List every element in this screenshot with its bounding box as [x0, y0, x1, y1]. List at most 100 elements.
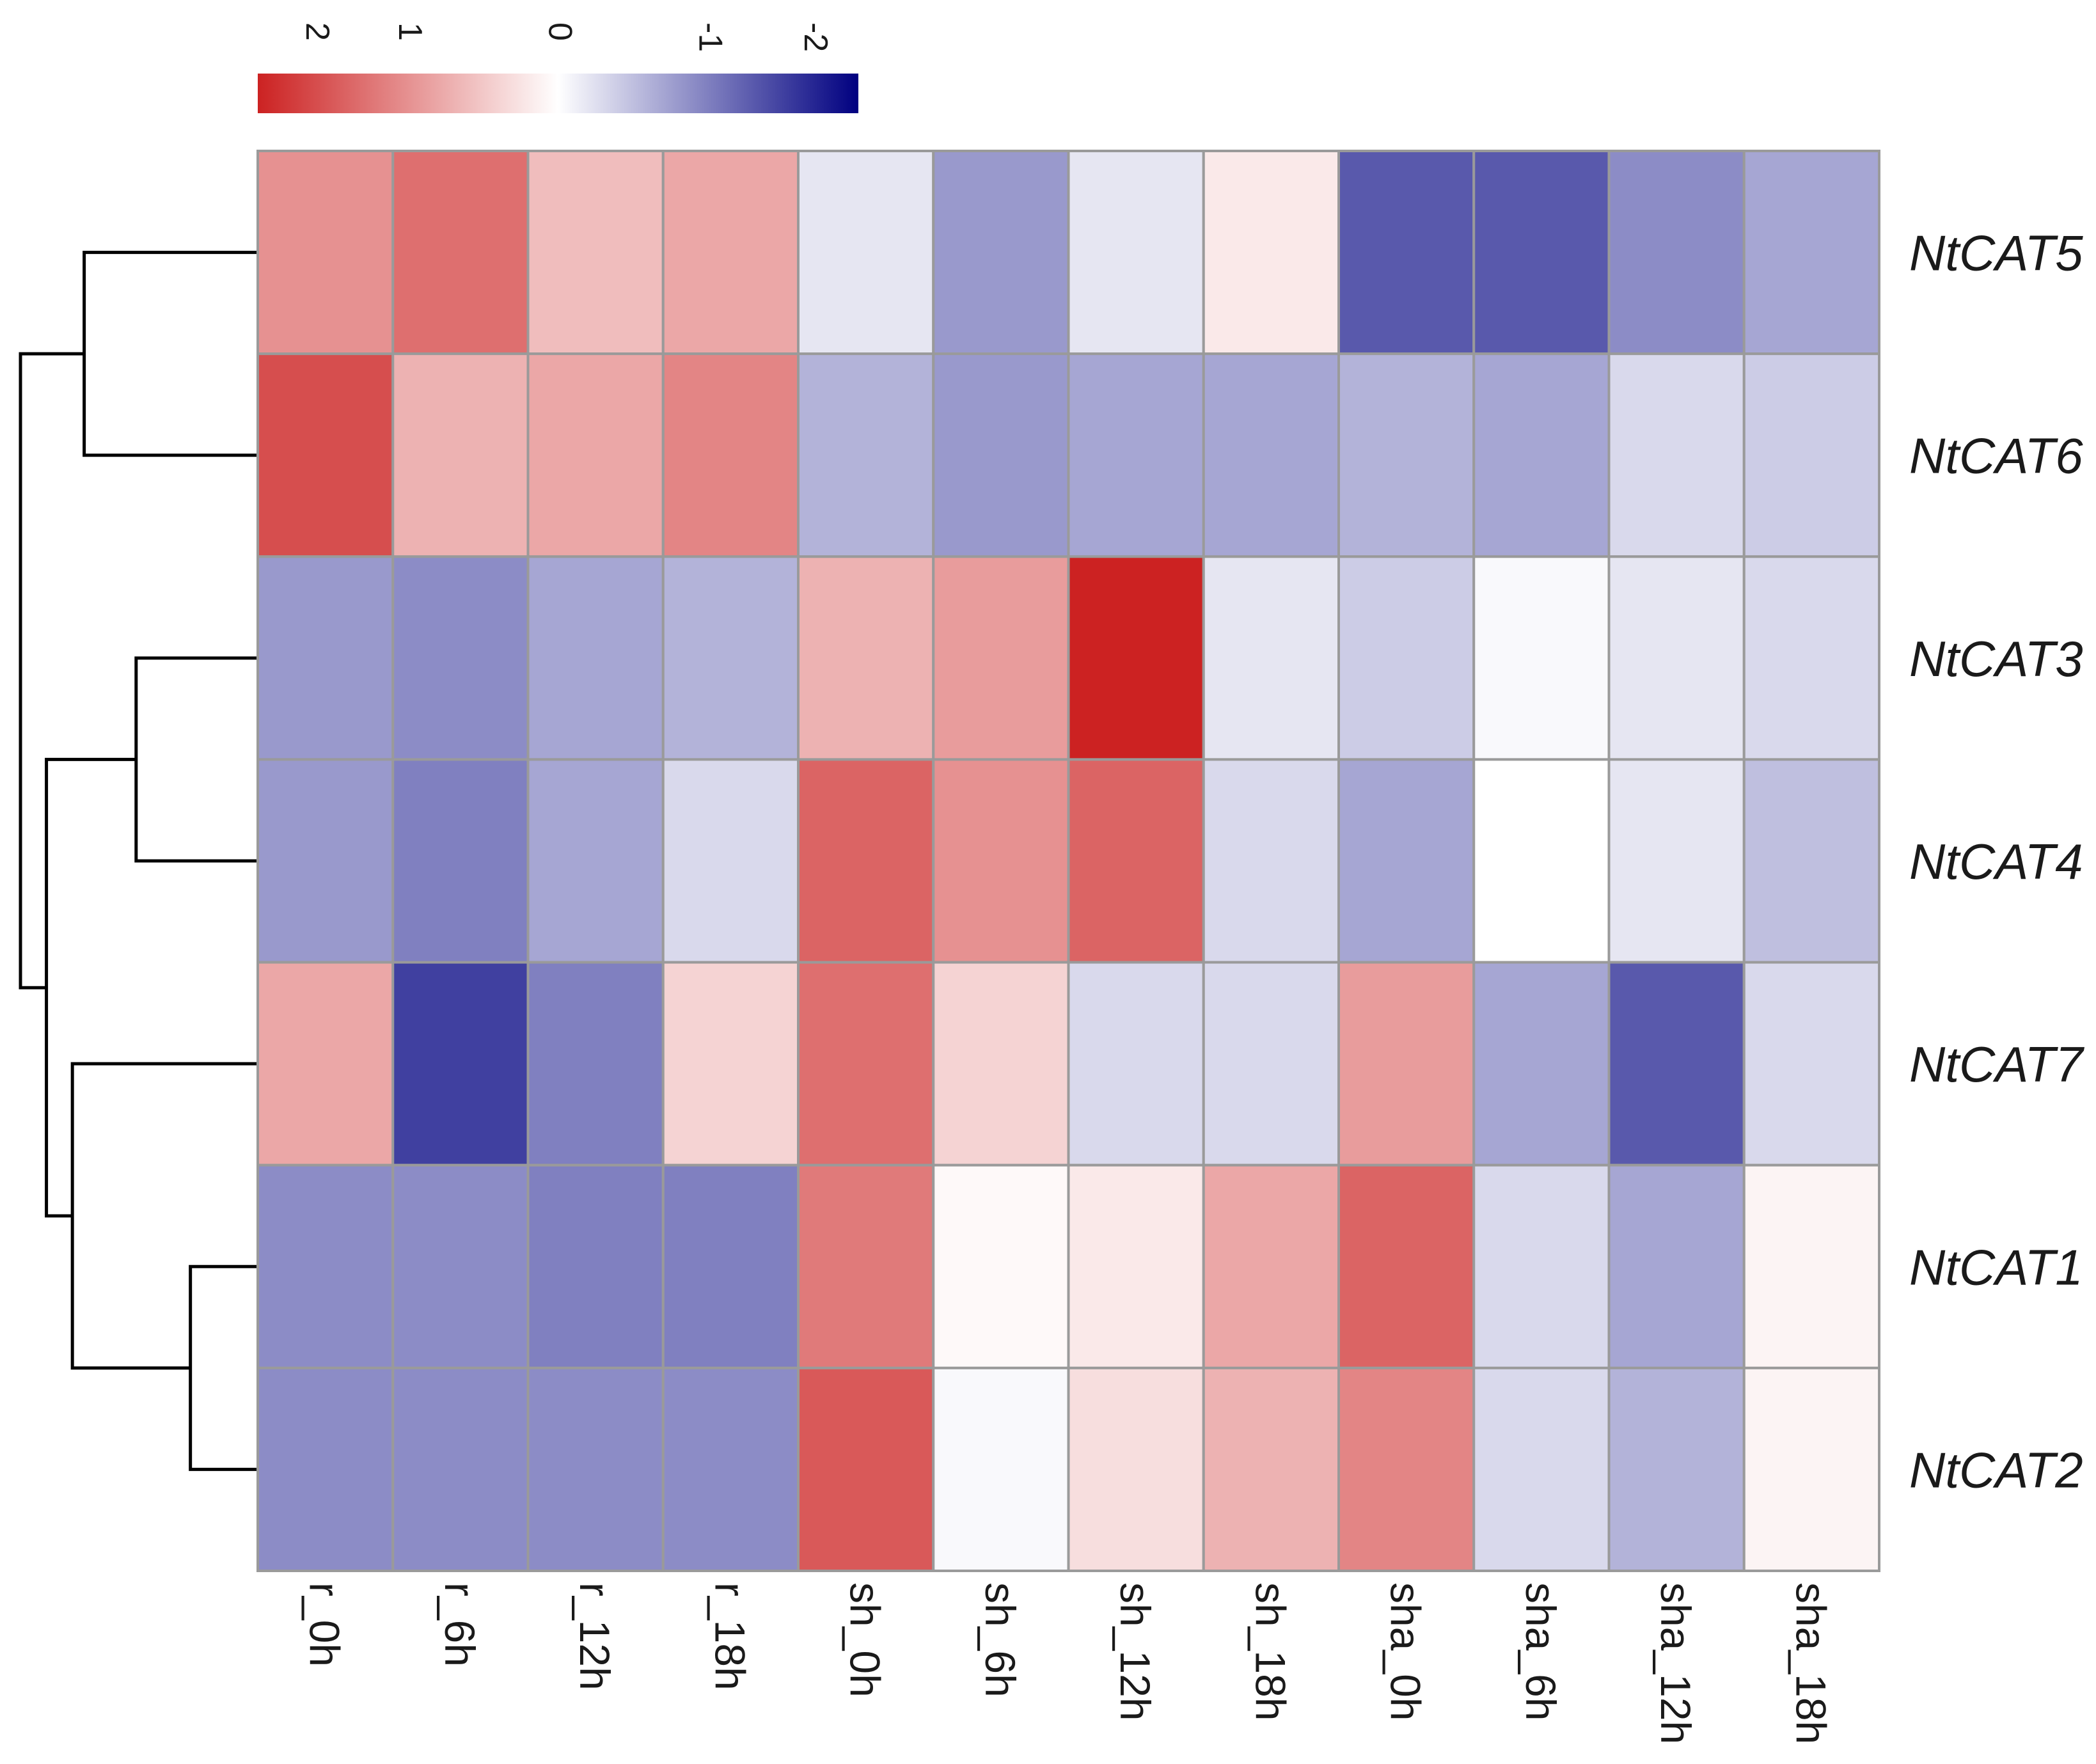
- heatmap-cell-NtCAT6-sha_6h: [1472, 352, 1611, 558]
- legend-tick-label: 1: [391, 22, 429, 41]
- heatmap-cell-NtCAT5-sha_0h: [1337, 150, 1476, 356]
- heatmap-cell-NtCAT4-r_18h: [661, 758, 800, 964]
- heatmap-cell-NtCAT5-r_18h: [661, 150, 800, 356]
- heatmap-cell-NtCAT5-sh_6h: [932, 150, 1070, 356]
- heatmap-cell-NtCAT5-sha_6h: [1472, 150, 1611, 356]
- heatmap-cell-NtCAT5-sh_0h: [797, 150, 935, 356]
- column-label-r_12h: r_12h: [571, 1582, 619, 1690]
- heatmap-cell-NtCAT5-sh_12h: [1067, 150, 1205, 356]
- heatmap-cell-NtCAT3-sha_0h: [1337, 555, 1476, 761]
- heatmap-cell-NtCAT3-sh_12h: [1067, 555, 1205, 761]
- heatmap-cell-NtCAT7-r_6h: [391, 961, 530, 1167]
- heatmap-cell-NtCAT7-sha_12h: [1607, 961, 1745, 1167]
- column-label-sha_6h: sha_6h: [1517, 1582, 1564, 1721]
- legend-tick-label: -1: [691, 22, 729, 52]
- row-label-NtCAT2: NtCAT2: [1909, 1442, 2083, 1498]
- heatmap-cell-NtCAT4-sha_6h: [1472, 758, 1611, 964]
- heatmap-cell-NtCAT1-r_0h: [256, 1163, 395, 1369]
- heatmap-cell-NtCAT6-sh_18h: [1202, 352, 1340, 558]
- dendrogram-link-5: [45, 757, 136, 1218]
- heatmap-cell-NtCAT7-sh_12h: [1067, 961, 1205, 1167]
- row-label-NtCAT5: NtCAT5: [1909, 225, 2083, 281]
- heatmap-cell-NtCAT6-r_0h: [256, 352, 395, 558]
- heatmap-cell-NtCAT5-r_0h: [256, 150, 395, 356]
- dendrogram-link-6: [19, 352, 84, 989]
- heatmap-cell-NtCAT2-sh_12h: [1067, 1366, 1205, 1573]
- heatmap-cell-NtCAT1-sha_0h: [1337, 1163, 1476, 1369]
- heatmap-cell-NtCAT3-sh_6h: [932, 555, 1070, 761]
- heatmap-cell-NtCAT1-sh_6h: [932, 1163, 1070, 1369]
- column-label-sh_18h: sh_18h: [1247, 1582, 1294, 1721]
- dendrogram-link-3: [189, 1264, 256, 1471]
- heatmap-cell-NtCAT2-sha_12h: [1607, 1366, 1745, 1573]
- heatmap-cell-NtCAT2-sha_18h: [1742, 1366, 1880, 1573]
- column-label-r_18h: r_18h: [706, 1582, 753, 1690]
- heatmap-cell-NtCAT7-r_12h: [526, 961, 665, 1167]
- heatmap-cell-NtCAT6-sha_0h: [1337, 352, 1476, 558]
- heatmap-cell-NtCAT7-sh_0h: [797, 961, 935, 1167]
- legend-color-bar: [258, 74, 858, 113]
- column-label-sh_0h: sh_0h: [842, 1582, 889, 1697]
- heatmap-cell-NtCAT2-r_12h: [526, 1366, 665, 1573]
- heatmap-cell-NtCAT4-sha_18h: [1742, 758, 1880, 964]
- heatmap-cell-NtCAT6-sha_12h: [1607, 352, 1745, 558]
- heatmap-cell-NtCAT1-r_6h: [391, 1163, 530, 1369]
- heatmap-cell-NtCAT4-sha_12h: [1607, 758, 1745, 964]
- heatmap-cell-NtCAT2-sh_6h: [932, 1366, 1070, 1573]
- heatmap-cell-NtCAT1-sh_18h: [1202, 1163, 1340, 1369]
- heatmap-cell-NtCAT5-r_12h: [526, 150, 665, 356]
- row-label-NtCAT3: NtCAT3: [1909, 631, 2083, 687]
- row-label-NtCAT4: NtCAT4: [1909, 833, 2083, 890]
- heatmap-cell-NtCAT4-sh_6h: [932, 758, 1070, 964]
- heatmap-cell-NtCAT6-sh_0h: [797, 352, 935, 558]
- heatmap-cell-NtCAT6-sh_12h: [1067, 352, 1205, 558]
- column-label-sha_0h: sha_0h: [1382, 1582, 1430, 1721]
- heatmap-cell-NtCAT3-sh_18h: [1202, 555, 1340, 761]
- heatmap-cell-NtCAT7-sh_18h: [1202, 961, 1340, 1167]
- heatmap-cell-NtCAT4-r_0h: [256, 758, 395, 964]
- heatmap-cell-NtCAT3-sh_0h: [797, 555, 935, 761]
- row-label-NtCAT7: NtCAT7: [1909, 1036, 2084, 1092]
- heatmap-cell-NtCAT4-sh_0h: [797, 758, 935, 964]
- heatmap-cell-NtCAT1-sh_0h: [797, 1163, 935, 1369]
- heatmap-cell-NtCAT2-r_18h: [661, 1366, 800, 1573]
- row-label-NtCAT6: NtCAT6: [1909, 428, 2083, 484]
- column-label-r_0h: r_0h: [301, 1582, 349, 1667]
- heatmap-cell-NtCAT4-sha_0h: [1337, 758, 1476, 964]
- heatmap-cell-NtCAT3-sha_6h: [1472, 555, 1611, 761]
- heatmap-cell-NtCAT2-sh_0h: [797, 1366, 935, 1573]
- heatmap-cell-NtCAT1-r_18h: [661, 1163, 800, 1369]
- heatmap-cell-NtCAT1-sha_18h: [1742, 1163, 1880, 1369]
- dendrogram-link-2: [134, 656, 256, 863]
- heatmap-cell-NtCAT4-r_12h: [526, 758, 665, 964]
- row-labels: NtCAT5 NtCAT6 NtCAT3 NtCAT4 NtCAT7 NtCAT1 NtCA…: [1909, 225, 2084, 1499]
- heatmap-cell-NtCAT4-sh_18h: [1202, 758, 1340, 964]
- heatmap-cell-NtCAT2-r_0h: [256, 1366, 395, 1573]
- heatmap-cell-NtCAT4-sh_12h: [1067, 758, 1205, 964]
- column-label-sh_12h: sh_12h: [1112, 1582, 1159, 1721]
- heatmap-cell-NtCAT1-sha_6h: [1472, 1163, 1611, 1369]
- heatmap-cell-NtCAT2-sh_18h: [1202, 1366, 1340, 1573]
- heatmap-cell-NtCAT1-r_12h: [526, 1163, 665, 1369]
- heatmap-cell-NtCAT2-r_6h: [391, 1366, 530, 1573]
- heatmap-cell-NtCAT6-sh_6h: [932, 352, 1070, 558]
- heatmap-cell-NtCAT7-r_18h: [661, 961, 800, 1167]
- heatmap-cell-NtCAT3-sha_18h: [1742, 555, 1880, 761]
- column-label-sha_12h: sha_12h: [1652, 1582, 1699, 1744]
- dendrogram-link-1: [83, 251, 256, 457]
- heatmap-cell-NtCAT3-sha_12h: [1607, 555, 1745, 761]
- legend-tick-label: -2: [797, 22, 834, 52]
- color-legend: 2 1 0 -1 -2: [258, 22, 858, 113]
- dendrogram-link-4: [70, 1062, 256, 1370]
- heatmap-cell-NtCAT1-sh_12h: [1067, 1163, 1205, 1369]
- column-label-sh_6h: sh_6h: [977, 1582, 1024, 1697]
- column-labels: r_0h r_6h r_12h r_18h sh_0h sh_6h sh_12h sh_18h…: [301, 1582, 1835, 1744]
- heatmap-cell-NtCAT5-sha_18h: [1742, 150, 1880, 356]
- column-label-r_6h: r_6h: [436, 1582, 484, 1667]
- heatmap-cell-NtCAT7-sh_6h: [932, 961, 1070, 1167]
- heatmap-cell-NtCAT3-r_18h: [661, 555, 800, 761]
- heatmap-cell-NtCAT5-sha_12h: [1607, 150, 1745, 356]
- legend-tick-label: 0: [542, 22, 579, 41]
